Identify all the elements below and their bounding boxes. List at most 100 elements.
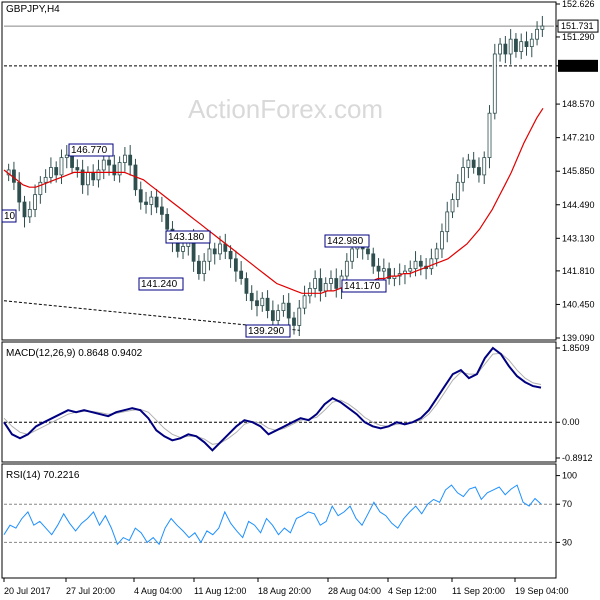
candle-body bbox=[455, 181, 460, 200]
candle-body bbox=[117, 162, 122, 176]
annotation-label: 142.980 bbox=[327, 236, 364, 247]
annotation-box bbox=[341, 279, 387, 293]
candle-body bbox=[276, 310, 281, 321]
candle-body bbox=[281, 302, 286, 312]
candle-body bbox=[86, 172, 90, 186]
candle-body bbox=[318, 278, 323, 292]
candle-body bbox=[112, 164, 117, 176]
candle-body bbox=[535, 28, 539, 40]
candle-body bbox=[181, 246, 185, 252]
annotation-label: 139.290 bbox=[248, 326, 285, 337]
level-label: 150.120 bbox=[561, 61, 594, 71]
candle-body bbox=[292, 317, 296, 326]
candle-body bbox=[477, 167, 481, 176]
candle-body bbox=[434, 248, 439, 260]
annotation-label: 146.770 bbox=[71, 145, 108, 156]
candle-body bbox=[471, 159, 476, 168]
candle-body bbox=[218, 243, 222, 255]
candle-body bbox=[519, 41, 524, 52]
x-tick-label: 28 Aug 04:00 bbox=[328, 586, 381, 596]
candle-body bbox=[260, 297, 265, 307]
x-tick-label: 19 Sep 04:00 bbox=[515, 586, 569, 596]
annotation-box bbox=[138, 277, 184, 291]
price-tick-label: 148.570 bbox=[562, 99, 595, 109]
candle-body bbox=[138, 189, 143, 203]
annotation-box bbox=[68, 143, 114, 157]
candle-body bbox=[508, 38, 513, 55]
x-tick-label: 4 Aug 04:00 bbox=[134, 586, 182, 596]
candle-body bbox=[54, 167, 59, 176]
candle-body bbox=[49, 167, 53, 178]
x-tick-label: 4 Sep 12:00 bbox=[388, 586, 437, 596]
candle-body bbox=[154, 196, 159, 208]
candle-body bbox=[165, 213, 170, 230]
rsi-line bbox=[3, 484, 542, 546]
watermark: ActionForex.com bbox=[188, 94, 383, 124]
candle-body bbox=[408, 268, 413, 272]
price-tick-label: 145.850 bbox=[562, 166, 595, 176]
candle-body bbox=[80, 169, 85, 186]
candle-body bbox=[38, 181, 43, 196]
candle-body bbox=[313, 278, 318, 289]
candle-body bbox=[492, 53, 497, 114]
x-axis: 20 Jul 2017 27 Jul 20:00 4 Aug 04:00 11 Aug… bbox=[3, 578, 569, 596]
rsi-tick-label: 30 bbox=[562, 537, 572, 547]
candle-body bbox=[233, 258, 238, 272]
annotation-label: 141.240 bbox=[141, 279, 178, 290]
candle-body bbox=[196, 260, 201, 274]
candle-body bbox=[22, 201, 27, 218]
candle-body bbox=[249, 292, 254, 302]
candle-body bbox=[450, 199, 455, 213]
candle-body bbox=[371, 253, 376, 267]
x-tick-label: 11 Sep 20:00 bbox=[452, 586, 505, 596]
macd-signal-line bbox=[3, 352, 542, 445]
annotation-box bbox=[1, 209, 17, 223]
candle-body bbox=[212, 248, 217, 255]
price-tick-label: 147.210 bbox=[562, 133, 595, 143]
price-tick-label: 144.490 bbox=[562, 200, 595, 210]
price-tick-label: 141.810 bbox=[562, 266, 595, 276]
candle-body bbox=[297, 307, 302, 326]
x-tick-label: 27 Jul 20:00 bbox=[66, 586, 115, 596]
candle-body bbox=[59, 157, 64, 176]
x-tick-label: 18 Aug 20:00 bbox=[258, 586, 311, 596]
candle-body bbox=[202, 260, 207, 274]
annotation-box bbox=[165, 230, 211, 244]
price-tick-label: 140.450 bbox=[562, 299, 595, 309]
candle-body bbox=[376, 265, 381, 272]
candle-body bbox=[27, 209, 32, 218]
macd-panel-title: MACD(12,26,9) 0.8648 0.9402 bbox=[6, 348, 143, 359]
candle-body bbox=[540, 25, 545, 30]
macd-tick-label: 1.8509 bbox=[562, 343, 590, 353]
price-tick-label: 139.090 bbox=[562, 333, 595, 343]
candle-body bbox=[101, 159, 106, 171]
annotation-label: 143.180 bbox=[168, 232, 205, 243]
candle-body bbox=[122, 154, 127, 163]
candle-body bbox=[482, 157, 487, 176]
candle-body bbox=[334, 278, 339, 289]
annotation-label: 141.170 bbox=[344, 281, 381, 292]
candle-body bbox=[96, 169, 101, 181]
candle-body bbox=[265, 297, 270, 312]
annotation-label: 10 bbox=[4, 211, 16, 222]
candle-body bbox=[445, 211, 450, 233]
candle-body bbox=[91, 172, 96, 181]
candle-body bbox=[286, 302, 291, 319]
macd-line bbox=[3, 346, 542, 452]
annotation-box bbox=[324, 234, 370, 248]
macd-tick-label: -0.8912 bbox=[562, 453, 593, 463]
current-price-label: 151.731 bbox=[561, 21, 594, 31]
candle-body bbox=[70, 154, 74, 168]
level-box bbox=[558, 59, 598, 72]
candle-body bbox=[413, 260, 418, 270]
candle-body bbox=[207, 248, 212, 262]
candle-body bbox=[350, 248, 355, 262]
price-panel-title: GBPJPY,H4 bbox=[6, 4, 60, 15]
price-panel-frame bbox=[1, 1, 557, 341]
macd-tick-label: 0.00 bbox=[562, 417, 580, 427]
moving-average-line bbox=[3, 107, 544, 294]
candle-body bbox=[43, 176, 48, 183]
price-tick-label: 143.130 bbox=[562, 233, 595, 243]
current-price-box bbox=[557, 19, 599, 33]
candle-body bbox=[302, 295, 307, 309]
